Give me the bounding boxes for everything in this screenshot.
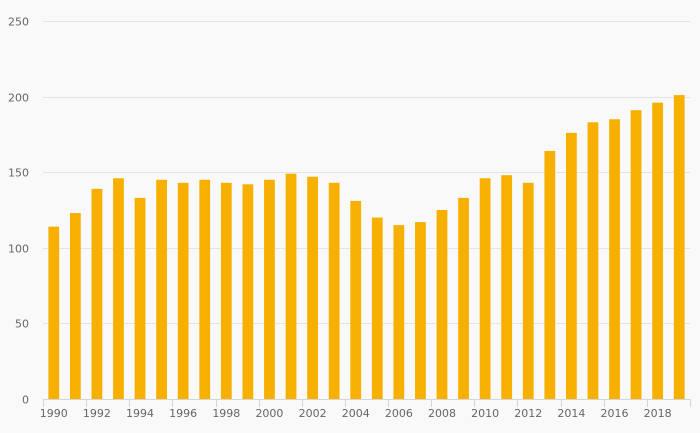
bar-2007 xyxy=(415,222,426,399)
bar-1994 xyxy=(134,197,146,399)
bar-2014 xyxy=(565,132,577,399)
y-tick-label: 200 xyxy=(8,92,29,105)
y-tick-label: 100 xyxy=(8,243,29,256)
bar-2009 xyxy=(458,197,469,399)
x-tick-label: 1994 xyxy=(126,407,154,420)
bar-2000 xyxy=(264,179,275,399)
x-tick-label: 2012 xyxy=(514,407,542,420)
x-tick-label: 2014 xyxy=(557,407,585,420)
bar-2001 xyxy=(285,173,297,399)
bar-2019 xyxy=(673,95,685,399)
x-tick-label: 1992 xyxy=(83,407,111,420)
x-tick-label: 2018 xyxy=(644,407,672,420)
y-tick-label: 250 xyxy=(8,16,29,29)
bar-2015 xyxy=(587,122,599,400)
bar-1993 xyxy=(113,178,124,399)
x-tick-label: 2000 xyxy=(255,407,283,420)
bar-2005 xyxy=(371,217,383,399)
y-tick-label: 0 xyxy=(22,394,29,407)
x-axis: 1990 1992 1994 1996 1998 2000 2002 2004 2006 2008… xyxy=(40,399,691,420)
x-tick-label: 2008 xyxy=(428,407,456,420)
y-tick-label: 50 xyxy=(15,318,29,331)
bar-2004 xyxy=(350,200,362,399)
x-tick-label: 2016 xyxy=(601,407,629,420)
bar-2018 xyxy=(652,102,664,400)
x-tick-label: 2010 xyxy=(471,407,499,420)
gridlines xyxy=(43,21,690,324)
x-tick-label: 1990 xyxy=(40,407,68,420)
bar-1996 xyxy=(177,182,189,399)
y-axis: 0 50 100 150 200 250 xyxy=(8,16,29,407)
bar-2017 xyxy=(630,110,642,400)
bar-2016 xyxy=(609,119,620,399)
bar-2013 xyxy=(544,151,556,399)
bar-1998 xyxy=(220,182,232,399)
bar-2008 xyxy=(436,210,448,399)
bar-1995 xyxy=(156,179,167,399)
bar-series xyxy=(48,95,685,400)
bar-1992 xyxy=(91,188,103,399)
x-tick-label: 1998 xyxy=(212,407,240,420)
bar-1997 xyxy=(199,179,211,399)
bar-1991 xyxy=(69,213,81,399)
y-tick-label: 150 xyxy=(8,167,29,180)
x-tick-label: 1996 xyxy=(169,407,197,420)
bar-2012 xyxy=(522,182,534,399)
bar-2002 xyxy=(307,176,318,399)
x-tick-label: 2006 xyxy=(385,407,413,420)
bar-2006 xyxy=(393,225,405,399)
bar-2010 xyxy=(479,178,491,399)
bar-1999 xyxy=(242,184,254,399)
bar-2011 xyxy=(501,175,513,399)
x-tick-label: 2002 xyxy=(299,407,327,420)
bar-1990 xyxy=(48,226,60,399)
x-tick-label: 2004 xyxy=(342,407,370,420)
bar-2003 xyxy=(328,182,340,399)
